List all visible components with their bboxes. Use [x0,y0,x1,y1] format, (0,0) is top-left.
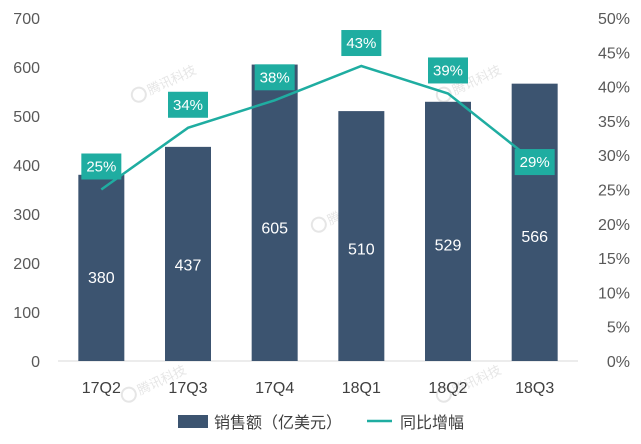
growth-label-box [168,91,208,118]
bar-value-label: 605 [261,221,288,238]
bar-17Q2 [78,174,125,361]
left-y-tick: 700 [13,11,40,28]
bar-value-labels: 380 437 605 510 529 566 [88,221,548,288]
legend-bar-label: 销售额（亿美元） [214,414,342,432]
left-y-tick: 300 [13,207,40,224]
growth-label-box [428,57,468,84]
growth-label-box [514,149,555,176]
left-y-tick: 500 [13,109,40,126]
left-y-tick: 600 [13,60,40,77]
legend: 销售额（亿美元） 同比增幅 [178,414,464,432]
bar-value-label: 566 [521,229,548,246]
right-y-tick: 5% [607,320,630,337]
growth-value-label: 39% [433,62,463,79]
growth-value-label: 25% [86,159,116,176]
right-y-tick: 40% [598,80,630,97]
right-y-axis: 0% 5% 10% 15% 20% 25% 30% 35% 40% 45% 50% [598,11,630,371]
left-y-tick: 0 [31,354,40,371]
bar-18Q3 [511,83,558,361]
x-tick-label: 17Q4 [255,380,294,397]
right-y-tick: 50% [598,11,630,28]
growth-value-label: 43% [346,35,376,52]
right-y-tick: 0% [607,354,630,371]
growth-line [100,64,536,191]
right-y-tick: 20% [598,217,630,234]
x-tick-label: 17Q3 [168,380,207,397]
x-tick-label: 18Q3 [515,380,554,397]
bar-value-label: 437 [175,258,202,275]
left-y-axis: 0 100 200 300 400 500 600 700 [13,11,40,371]
left-y-tick: 100 [13,305,40,322]
legend-bar-swatch [178,415,208,428]
growth-label-box [254,64,295,91]
right-y-tick: 15% [598,251,630,268]
right-y-tick: 45% [598,45,630,62]
bar-value-label: 529 [435,237,462,254]
bar-18Q1 [338,111,385,361]
bar-series [78,64,558,362]
watermark-logo-icon [435,386,452,403]
x-tick-label: 18Q2 [428,380,467,397]
bar-value-label: 380 [88,270,115,287]
growth-label-box [341,30,382,57]
bar-17Q4 [251,64,298,362]
watermark-logo-icon [120,386,137,403]
watermark-logo-icon [130,86,147,103]
right-y-tick: 30% [598,148,630,165]
x-tick-label: 17Q2 [82,380,121,397]
bar-17Q3 [165,146,211,361]
watermark-logo-icon [435,86,452,103]
x-axis-ticks: 17Q2 17Q3 17Q4 18Q1 18Q2 18Q3 [82,380,555,397]
right-y-tick: 25% [598,183,630,200]
growth-value-label: 29% [520,154,550,171]
right-y-tick: 10% [598,285,630,302]
right-y-tick: 35% [598,114,630,131]
watermark-logo-icon [310,216,327,233]
growth-value-labels: 25% 34% 38% 43% 39% 29% [81,30,555,180]
bar-value-label: 510 [348,242,375,259]
growth-label-box [81,153,122,180]
growth-value-label: 38% [260,69,290,86]
left-y-tick: 200 [13,256,40,273]
bar-18Q2 [425,101,471,361]
left-y-tick: 400 [13,158,40,175]
x-tick-label: 18Q1 [342,380,381,397]
legend-line-label: 同比增幅 [400,414,464,432]
growth-value-label: 34% [173,97,203,114]
